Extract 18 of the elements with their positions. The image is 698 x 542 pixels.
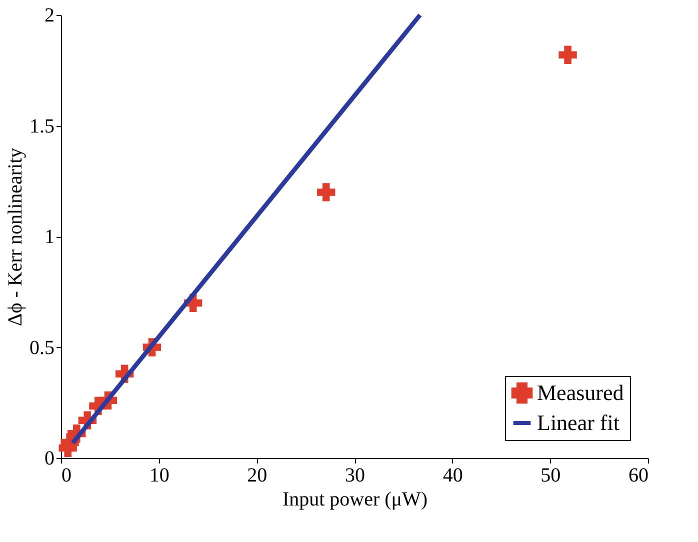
x-tick-label: 50	[540, 464, 561, 486]
legend-label: Linear fit	[537, 410, 620, 435]
x-tick-label: 60	[628, 464, 648, 486]
point	[558, 46, 577, 64]
point	[317, 183, 336, 202]
x-tick-label: 10	[149, 464, 170, 486]
legend-label: Measured	[537, 380, 624, 405]
y-tick-label: 1	[44, 226, 54, 248]
y-axis-title: Δϕ - Kerr nonlinearity	[4, 148, 26, 326]
y-tick-label: 0.5	[30, 336, 54, 359]
x-tick-label: 20	[247, 464, 268, 486]
y-tick-label: 0	[44, 448, 54, 470]
x-tick-label: 0	[62, 464, 72, 486]
y-tick-label: 2	[44, 4, 54, 26]
x-tick-label: 30	[345, 464, 365, 486]
x-axis-title: Input power (μW)	[282, 488, 428, 510]
y-tick-label: 1.5	[30, 115, 54, 138]
x-tick-label: 40	[442, 464, 463, 486]
